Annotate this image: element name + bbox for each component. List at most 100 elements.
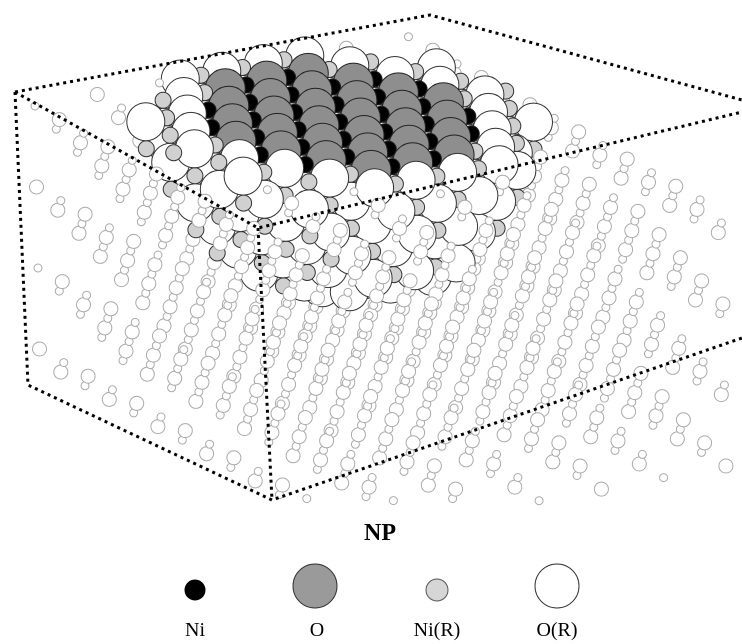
atom [263,186,271,194]
atom [669,179,683,193]
atom [405,33,413,41]
atom [60,359,68,367]
atom [321,343,335,357]
atom [228,373,236,381]
atom [222,379,236,393]
atom [116,182,130,196]
atom [385,413,399,427]
atom [77,298,91,312]
atom [119,344,133,358]
atom [283,287,297,301]
atom [594,482,608,496]
atom [444,411,458,425]
atom [192,213,206,227]
atom [585,339,599,353]
atom [676,413,690,427]
atom [649,409,663,423]
atom [573,459,587,473]
atom [137,205,151,219]
atom [655,390,669,404]
atom [591,320,605,334]
atom [455,381,469,395]
atom [602,291,616,305]
atom [187,168,203,184]
atom [206,440,214,448]
atom [393,221,407,235]
atom [391,312,405,326]
atom [622,405,636,419]
atom [115,273,129,287]
atom [285,196,299,210]
atom [341,457,355,471]
atom [274,238,282,246]
atom [523,192,531,200]
atom [638,450,646,458]
atom [81,369,95,383]
atom [514,474,522,482]
atom [412,335,426,349]
atom [288,358,302,372]
atom [408,358,416,366]
atom [304,310,318,324]
atom [484,295,498,309]
atom [635,288,643,296]
atom [326,427,334,435]
atom [402,364,416,378]
atom [295,249,309,263]
atom [418,316,432,330]
atom [487,457,501,471]
atom [348,266,362,280]
atom [148,258,162,272]
atom [522,270,536,284]
atom [218,308,232,322]
atom [689,293,703,307]
atom [526,341,540,355]
atom [358,409,372,423]
atom [165,209,179,223]
atom [696,196,704,204]
atom [127,234,141,248]
atom [238,422,252,436]
atom [374,360,388,374]
atom [716,297,730,311]
atom [570,297,584,311]
atom [125,325,139,339]
atom [224,289,238,303]
atom [693,364,707,378]
atom [555,173,569,187]
atom [511,312,519,320]
atom [587,249,601,263]
figure: NP Ni O Ni(R) O(R) [0,0,742,644]
atom [581,268,595,282]
atom [446,320,460,334]
atom [552,436,566,450]
atom [648,169,656,177]
atom [254,467,262,475]
atom [549,274,563,288]
atom [563,407,577,421]
atom [239,331,253,345]
atom [146,348,160,362]
atom [72,226,86,240]
atom [136,296,150,310]
atom [456,291,470,305]
legend: Ni O Ni(R) O(R) [185,564,579,641]
atom [168,371,182,385]
atom [138,141,154,157]
atom [628,386,642,400]
atom [450,404,458,412]
atom [317,272,331,286]
atom [301,174,317,190]
atom [657,312,665,320]
atom [271,407,285,421]
atom [420,226,434,240]
atom [130,396,144,410]
atom [227,451,241,465]
atom [83,291,91,299]
legend-swatch [426,579,448,601]
atom [104,302,118,316]
atom [558,335,572,349]
atom [34,264,42,272]
atom [365,312,373,320]
atom [465,434,479,448]
